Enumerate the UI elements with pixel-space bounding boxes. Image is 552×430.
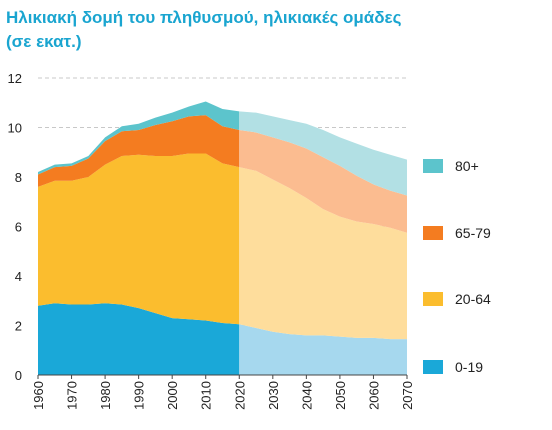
area-80plus-projection (239, 111, 407, 196)
x-tick-label: 1980 (98, 381, 113, 410)
y-tick-label: 8 (15, 170, 22, 185)
x-tick-label: 2010 (199, 381, 214, 410)
y-axis-ticks: 0 2 4 6 8 10 12 (8, 71, 22, 383)
area-0-19-historical (38, 303, 240, 375)
x-tick-label: 1970 (65, 381, 80, 410)
chart-title-line2: (σε εκατ.) (6, 32, 82, 51)
legend-label-80plus: 80+ (455, 158, 479, 174)
area-20-64-historical (38, 153, 240, 325)
x-tick-label: 2050 (333, 381, 348, 410)
area-65-79-historical (38, 115, 240, 187)
chart-title-line1: Ηλικιακή δομή του πληθυσμού, ηλικιακές ο… (6, 8, 402, 27)
legend-swatch-65-79 (423, 226, 443, 240)
y-tick-label: 12 (8, 71, 22, 86)
areas (38, 101, 407, 376)
x-tick-label: 1960 (31, 381, 46, 410)
area-0-19-projection (239, 324, 407, 375)
x-tick-label: 1990 (132, 381, 147, 410)
legend-label-20-64: 20-64 (455, 291, 491, 307)
chart-title: Ηλικιακή δομή του πληθυσμού, ηλικιακές ο… (6, 6, 546, 54)
legend-swatch-80plus (423, 159, 443, 173)
legend-swatch-0-19 (423, 360, 443, 374)
y-tick-label: 4 (15, 269, 22, 284)
legend-swatch-20-64 (423, 292, 443, 306)
x-axis-ticks: 1960 1970 1980 1990 2000 2010 2020 2030 2040 2050… (31, 375, 415, 410)
x-tick-label: 2060 (366, 381, 381, 410)
y-tick-label: 0 (15, 368, 22, 383)
area-80plus-historical (38, 101, 240, 175)
x-tick-label: 2000 (165, 381, 180, 410)
area-20-64-projection (239, 167, 407, 340)
x-tick-label: 2040 (299, 381, 314, 410)
legend: 80+ 65-79 20-64 0-19 (423, 158, 491, 375)
y-tick-label: 6 (15, 220, 22, 235)
legend-label-65-79: 65-79 (455, 225, 491, 241)
area-65-79-projection (239, 129, 407, 233)
y-tick-label: 10 (8, 121, 22, 136)
x-tick-label: 2030 (266, 381, 281, 410)
x-tick-label: 2070 (400, 381, 415, 410)
legend-label-0-19: 0-19 (455, 359, 483, 375)
x-tick-label: 2020 (232, 381, 247, 410)
y-tick-label: 2 (15, 319, 22, 334)
